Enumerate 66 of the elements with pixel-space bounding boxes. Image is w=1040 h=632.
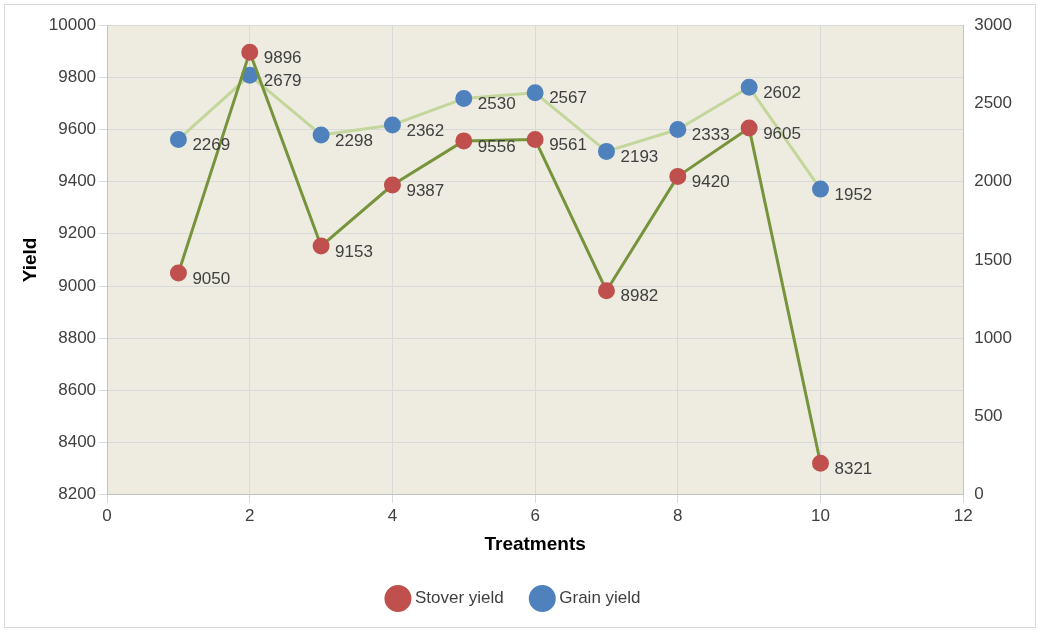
y-tick-label: 8200 <box>58 484 97 504</box>
y2-tick-label: 1000 <box>974 327 1013 347</box>
data-label: 2567 <box>549 88 587 108</box>
data-label: 9050 <box>192 268 231 288</box>
data-label: 9387 <box>406 180 445 200</box>
y2-tick-label: 1500 <box>974 249 1013 269</box>
point <box>169 130 187 148</box>
y-axis-title: Yield <box>18 237 40 283</box>
data-label: 8982 <box>620 286 659 306</box>
y2-tick-label: 3000 <box>974 14 1013 34</box>
data-label: 9556 <box>477 136 516 156</box>
x-tick-label: 0 <box>102 505 112 525</box>
y2-tick-label: 2000 <box>974 171 1013 191</box>
y-tick-label: 9000 <box>58 275 97 295</box>
x-tick-label: 10 <box>811 505 830 525</box>
y2-tick-label: 0 <box>974 484 984 504</box>
y-tick-label: 9200 <box>58 223 97 243</box>
point <box>455 132 473 150</box>
legend-label: Stover yield <box>414 588 504 608</box>
y-tick-label: 8400 <box>58 432 97 452</box>
y-tick-label: 10000 <box>48 14 97 34</box>
data-label: 9605 <box>763 123 801 143</box>
point <box>669 120 687 138</box>
point <box>526 131 544 149</box>
point <box>312 126 330 144</box>
y2-tick-label: 2500 <box>974 92 1013 112</box>
x-tick-label: 2 <box>245 505 255 525</box>
data-label: 9420 <box>691 172 730 192</box>
x-tick-label: 6 <box>530 505 540 525</box>
data-label: 8321 <box>834 458 873 478</box>
data-label: 9896 <box>263 47 302 67</box>
point <box>812 454 829 472</box>
y2-tick-label: 500 <box>974 406 1003 426</box>
data-label: 2679 <box>263 70 302 90</box>
data-label: 9153 <box>335 241 373 261</box>
x-tick-label: 12 <box>953 505 973 525</box>
x-tick-label: 4 <box>387 505 398 525</box>
y-tick-label: 9800 <box>58 66 97 86</box>
point <box>312 237 330 255</box>
point <box>383 116 401 134</box>
data-label: 1952 <box>834 184 873 204</box>
y-tick-label: 9600 <box>58 119 97 139</box>
point <box>812 180 829 198</box>
data-label: 2298 <box>335 130 373 150</box>
data-label: 2602 <box>763 83 801 103</box>
point <box>455 90 473 108</box>
point <box>241 43 259 61</box>
point <box>740 119 758 137</box>
data-label: 2530 <box>477 94 516 114</box>
data-label: 2362 <box>406 120 445 140</box>
x-tick-label: 8 <box>673 505 683 525</box>
data-label: 2333 <box>691 125 730 145</box>
legend-label: Grain yield <box>559 588 641 608</box>
point <box>383 176 401 194</box>
point <box>597 282 615 300</box>
y-tick-label: 8600 <box>58 380 97 400</box>
point <box>740 78 758 96</box>
point <box>526 84 544 102</box>
x-axis-title: Treatments <box>484 532 586 554</box>
point <box>597 142 615 160</box>
y-tick-label: 9400 <box>58 171 97 191</box>
y-tick-label: 8800 <box>58 327 97 347</box>
point <box>169 264 187 282</box>
data-label: 9561 <box>549 135 587 155</box>
data-label: 2193 <box>620 147 659 167</box>
point <box>669 167 687 185</box>
